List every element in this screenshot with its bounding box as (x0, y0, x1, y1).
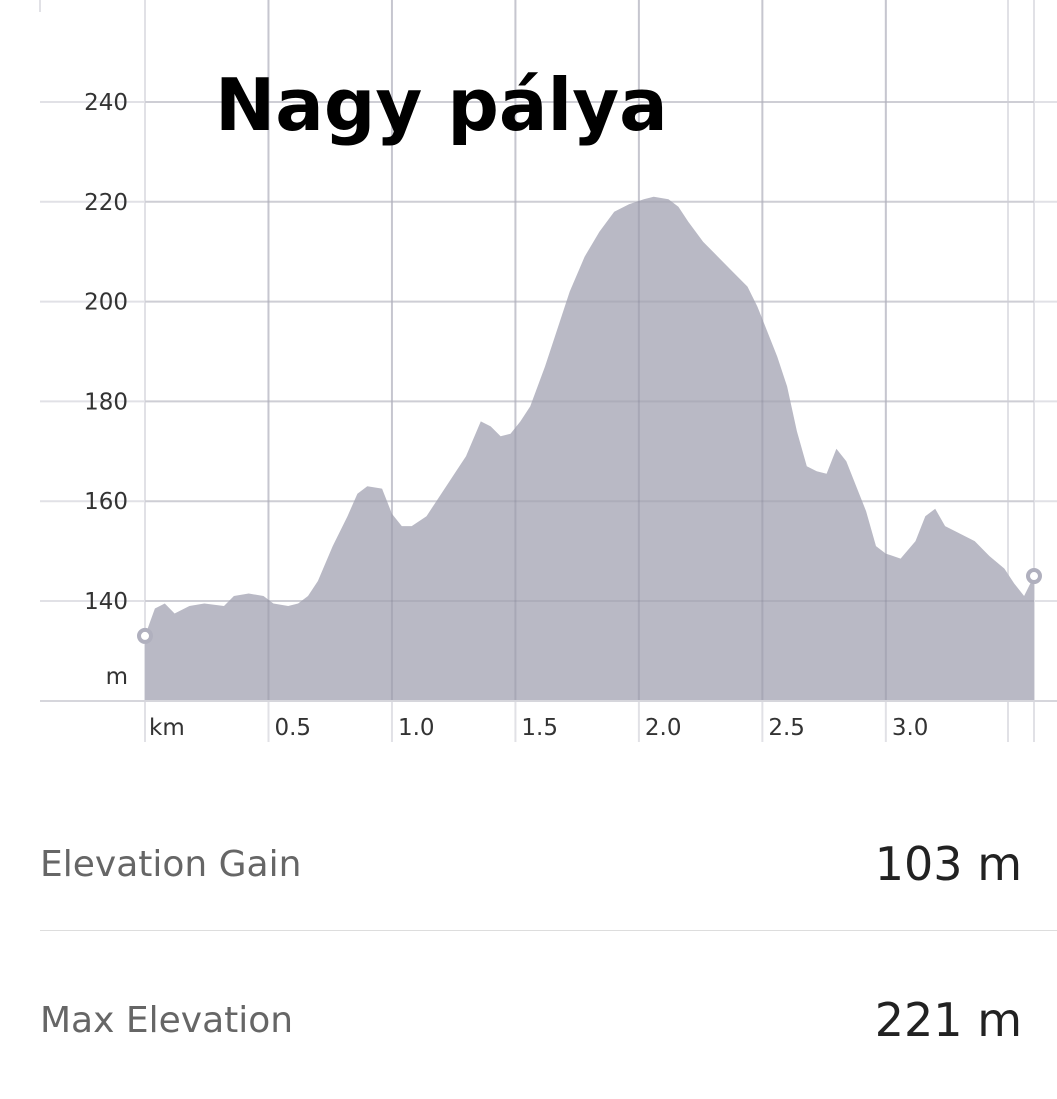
elevation-area (145, 196, 1034, 701)
x-axis: km 0.5 1.0 1.5 2.0 2.5 3.0 (149, 715, 928, 741)
y-tick-label: 240 (84, 90, 128, 116)
x-tick-label: 2.0 (645, 715, 682, 741)
x-tick-label: 3.0 (892, 715, 929, 741)
x-tick-label: 0.5 (274, 715, 311, 741)
elevation-gain-label: Elevation Gain (40, 843, 302, 885)
elevation-chart: km 0.5 1.0 1.5 2.0 2.5 3.0 140 160 180 200 220 240 m… (39, 0, 1057, 742)
y-tick-label: 220 (84, 190, 128, 216)
chart-title: Nagy pálya (215, 63, 668, 147)
x-tick-label: 2.5 (768, 715, 805, 741)
max-elevation-value: 221 m (874, 993, 1022, 1047)
elevation-gain-row: Elevation Gain 103 m (40, 798, 1057, 931)
max-elevation-row: Max Elevation 221 m (40, 975, 1057, 1065)
y-tick-label: 180 (84, 389, 128, 415)
elevation-gain-value: 103 m (874, 837, 1022, 891)
end-point-marker (1026, 568, 1042, 585)
start-point-marker (137, 627, 153, 644)
x-axis-unit: km (149, 715, 185, 741)
y-tick-label: 160 (84, 489, 128, 515)
y-axis: 140 160 180 200 220 240 m (84, 90, 128, 690)
x-tick-label: 1.0 (398, 715, 435, 741)
y-tick-label: 200 (84, 290, 128, 316)
x-tick-label: 1.5 (521, 715, 558, 741)
y-tick-label: 140 (84, 589, 128, 615)
y-axis-unit: m (106, 664, 128, 690)
max-elevation-label: Max Elevation (40, 999, 294, 1041)
